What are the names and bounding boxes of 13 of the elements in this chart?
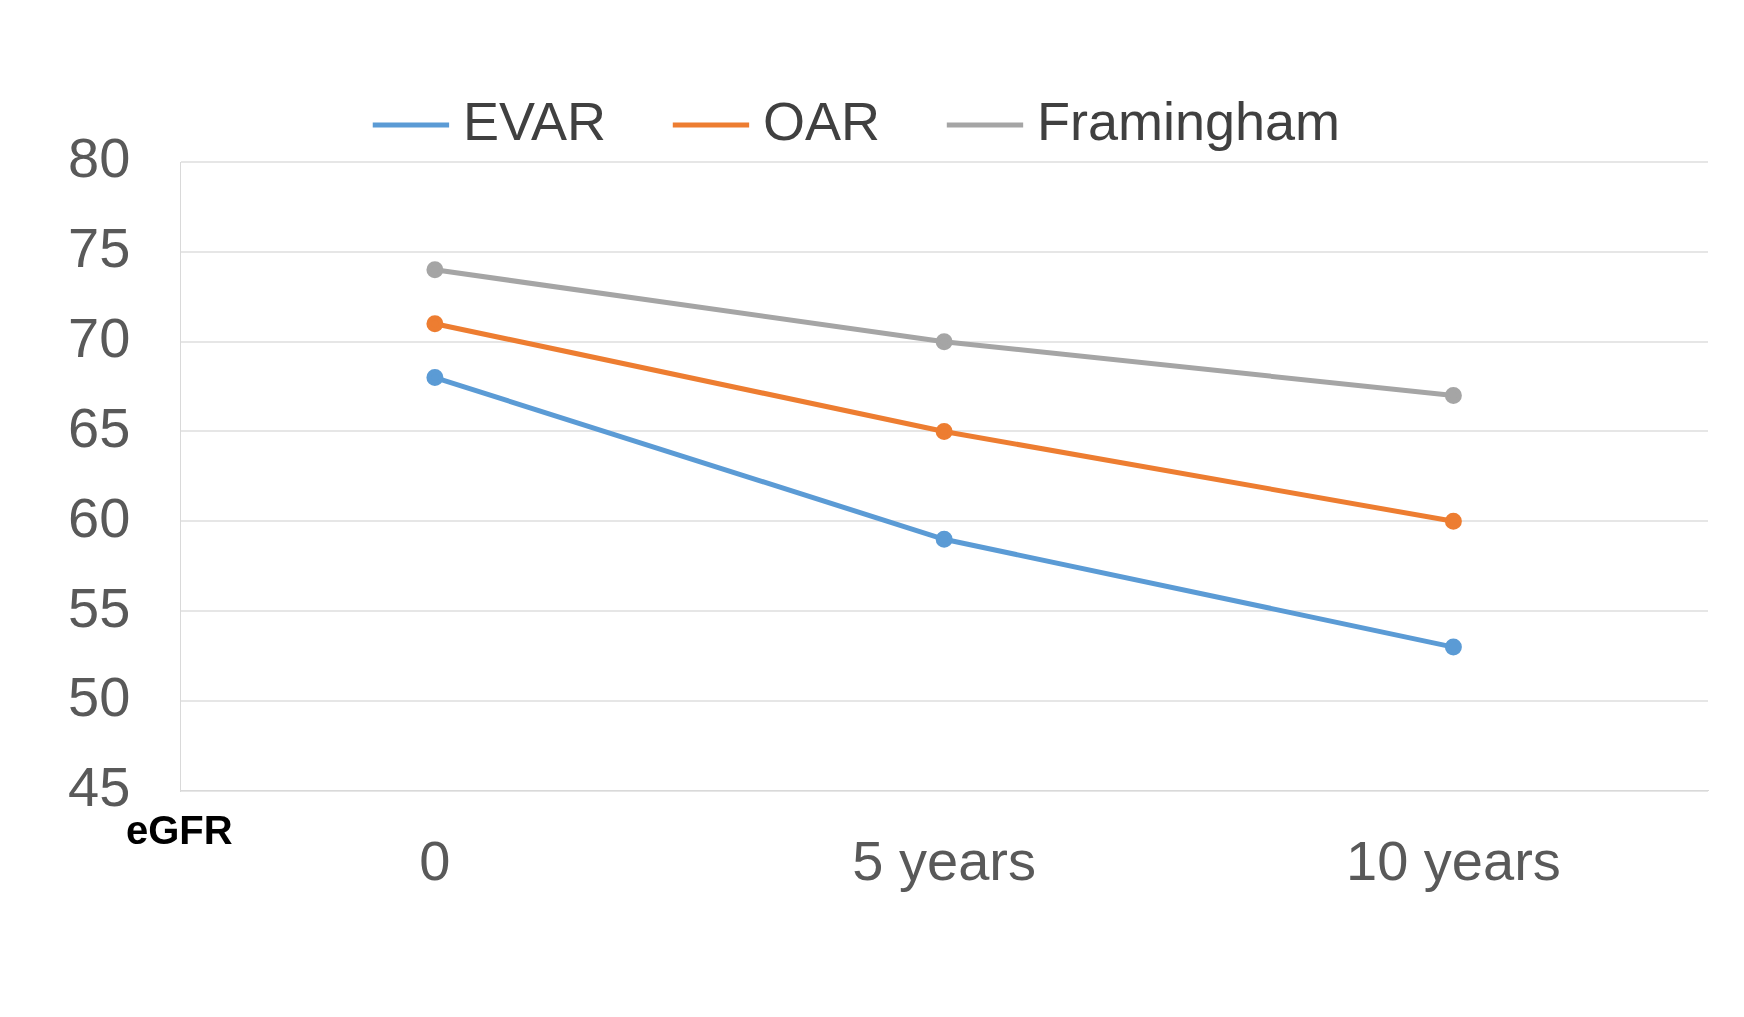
x-tick-label: 5 years [852,828,1036,892]
legend-label: OAR [762,90,880,151]
y-tick-label: 50 [67,665,131,729]
y-tick-label: 55 [67,575,131,639]
x-tick-label: 10 years [1345,828,1561,892]
y-tick-label: 80 [67,126,131,190]
y-tick-label: 65 [67,395,131,459]
y-tick-label: 70 [67,306,131,370]
legend-label: Framingham [1036,90,1341,151]
legend-label: EVAR [462,90,606,151]
y-tick-label: 75 [67,216,131,280]
y-tick-label: 60 [67,485,131,549]
x-tick-label: 0 [419,828,451,892]
